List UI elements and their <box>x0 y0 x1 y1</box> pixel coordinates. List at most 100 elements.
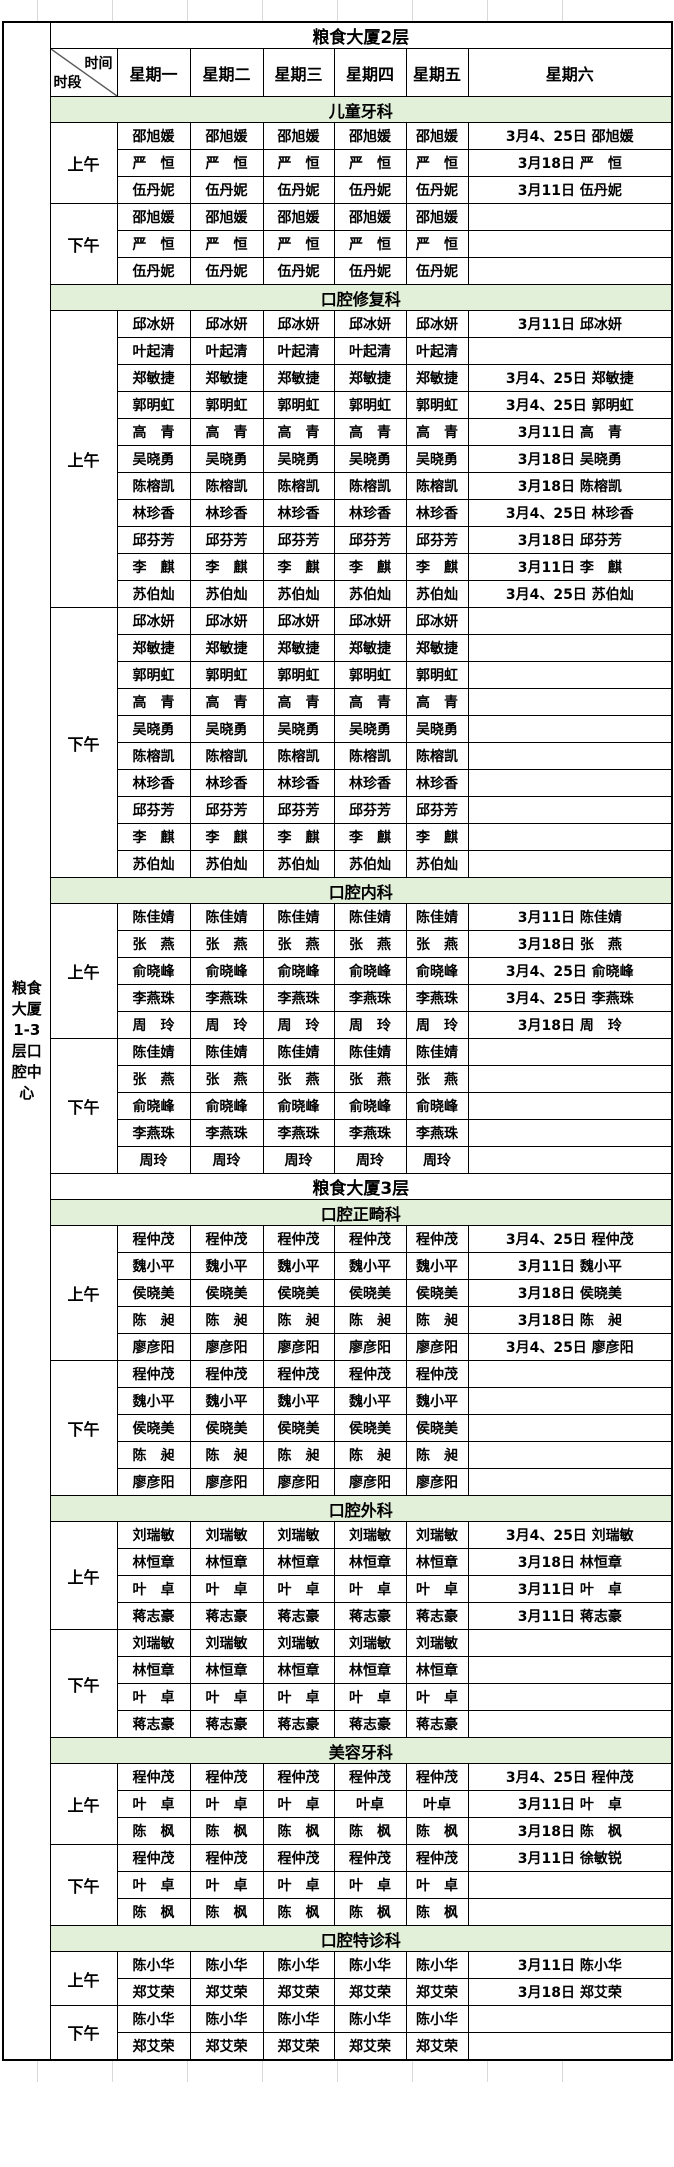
schedule-cell[interactable]: 蒋志豪 <box>405 1710 469 1738</box>
schedule-cell[interactable]: 严 恒 <box>116 230 191 258</box>
schedule-cell[interactable]: 陈小华 <box>262 2005 335 2033</box>
schedule-cell[interactable]: 郭明虹 <box>262 661 335 689</box>
schedule-cell[interactable]: 程仲茂 <box>333 1225 407 1253</box>
schedule-cell[interactable]: 邵旭媛 <box>116 122 191 150</box>
schedule-cell[interactable]: 刘瑞敏 <box>333 1521 407 1549</box>
day-header-cell[interactable]: 星期四 <box>333 48 407 97</box>
schedule-cell[interactable]: 叶 卓 <box>405 1575 469 1603</box>
schedule-cell[interactable]: 苏伯灿 <box>333 580 407 608</box>
schedule-cell[interactable]: 林恒章 <box>405 1548 469 1576</box>
schedule-cell[interactable]: 吴晓勇 <box>116 445 191 473</box>
schedule-cell[interactable]: 魏小平 <box>333 1252 407 1280</box>
schedule-cell[interactable]: 吴晓勇 <box>333 445 407 473</box>
schedule-cell-saturday[interactable]: 3月4、25日 程仲茂 <box>467 1763 673 1791</box>
schedule-cell[interactable]: 陈佳婧 <box>405 1038 469 1066</box>
schedule-cell-saturday[interactable] <box>467 1119 673 1147</box>
schedule-cell[interactable]: 邱芬芳 <box>262 796 335 824</box>
schedule-cell-saturday[interactable]: 3月11日 伍丹妮 <box>467 176 673 204</box>
schedule-cell[interactable]: 郭明虹 <box>116 661 191 689</box>
schedule-cell[interactable]: 林恒章 <box>333 1656 407 1684</box>
schedule-cell[interactable]: 陈榕凯 <box>405 742 469 770</box>
schedule-cell[interactable]: 蒋志豪 <box>189 1602 264 1630</box>
schedule-cell-saturday[interactable] <box>467 257 673 285</box>
schedule-cell[interactable]: 程仲茂 <box>189 1844 264 1872</box>
schedule-cell[interactable]: 伍丹妮 <box>262 257 335 285</box>
period-cell[interactable]: 下午 <box>49 607 118 878</box>
schedule-cell[interactable]: 蒋志豪 <box>262 1710 335 1738</box>
schedule-cell[interactable]: 苏伯灿 <box>405 580 469 608</box>
schedule-cell[interactable]: 高 青 <box>333 418 407 446</box>
schedule-cell[interactable]: 魏小平 <box>189 1252 264 1280</box>
schedule-cell[interactable]: 邱冰妍 <box>116 310 191 338</box>
period-cell[interactable]: 下午 <box>49 203 118 285</box>
schedule-cell[interactable]: 郑敏捷 <box>116 364 191 392</box>
schedule-cell-saturday[interactable] <box>467 1629 673 1657</box>
schedule-cell[interactable]: 陈佳婧 <box>333 1038 407 1066</box>
schedule-cell[interactable]: 周玲 <box>405 1146 469 1174</box>
schedule-cell[interactable]: 苏伯灿 <box>262 850 335 878</box>
schedule-cell[interactable]: 叶卓 <box>333 1790 407 1818</box>
schedule-cell-saturday[interactable]: 3月11日 邱冰妍 <box>467 310 673 338</box>
schedule-cell[interactable]: 俞晓峰 <box>116 957 191 985</box>
schedule-cell[interactable]: 李 麒 <box>405 823 469 851</box>
schedule-cell[interactable]: 魏小平 <box>262 1387 335 1415</box>
schedule-cell[interactable]: 郭明虹 <box>189 391 264 419</box>
schedule-cell[interactable]: 郑艾荣 <box>333 2032 407 2060</box>
schedule-cell[interactable]: 陈小华 <box>116 2005 191 2033</box>
schedule-cell[interactable]: 郑敏捷 <box>333 634 407 662</box>
schedule-cell[interactable]: 陈 昶 <box>262 1306 335 1334</box>
schedule-cell-saturday[interactable]: 3月4、25日 程仲茂 <box>467 1225 673 1253</box>
schedule-cell[interactable]: 李 麒 <box>189 553 264 581</box>
section-header-cell[interactable]: 口腔外科 <box>49 1495 673 1522</box>
schedule-cell[interactable]: 刘瑞敏 <box>262 1629 335 1657</box>
schedule-cell[interactable]: 陈榕凯 <box>333 742 407 770</box>
schedule-cell[interactable]: 吴晓勇 <box>262 715 335 743</box>
schedule-cell-saturday[interactable] <box>467 688 673 716</box>
schedule-cell[interactable]: 周 玲 <box>333 1011 407 1039</box>
schedule-cell[interactable]: 陈 枫 <box>116 1817 191 1845</box>
schedule-cell[interactable]: 廖彦阳 <box>405 1468 469 1496</box>
schedule-cell[interactable]: 郭明虹 <box>189 661 264 689</box>
schedule-cell[interactable]: 邱冰妍 <box>262 607 335 635</box>
schedule-cell[interactable]: 郭明虹 <box>262 391 335 419</box>
schedule-cell-saturday[interactable]: 3月4、25日 俞晓峰 <box>467 957 673 985</box>
section-header-cell[interactable]: 口腔修复科 <box>49 284 673 311</box>
schedule-cell[interactable]: 林恒章 <box>333 1548 407 1576</box>
schedule-cell[interactable]: 林珍香 <box>116 769 191 797</box>
schedule-cell[interactable]: 李燕珠 <box>333 1119 407 1147</box>
period-cell[interactable]: 上午 <box>49 1521 118 1630</box>
schedule-cell[interactable]: 李燕珠 <box>116 984 191 1012</box>
schedule-cell[interactable]: 程仲茂 <box>116 1360 191 1388</box>
schedule-cell[interactable]: 李燕珠 <box>116 1119 191 1147</box>
schedule-cell[interactable]: 郑艾荣 <box>116 2032 191 2060</box>
schedule-cell[interactable]: 周玲 <box>116 1146 191 1174</box>
schedule-cell-saturday[interactable]: 3月18日 严 恒 <box>467 149 673 177</box>
schedule-cell[interactable]: 叶 卓 <box>189 1871 264 1899</box>
schedule-cell[interactable]: 叶 卓 <box>405 1683 469 1711</box>
schedule-cell-saturday[interactable]: 3月11日 李 麒 <box>467 553 673 581</box>
section-header-cell[interactable]: 儿童牙科 <box>49 96 673 123</box>
schedule-cell[interactable]: 邵旭媛 <box>189 203 264 231</box>
schedule-cell[interactable]: 俞晓峰 <box>189 957 264 985</box>
period-cell[interactable]: 上午 <box>49 903 118 1039</box>
schedule-cell[interactable]: 魏小平 <box>405 1252 469 1280</box>
schedule-cell[interactable]: 叶 卓 <box>189 1575 264 1603</box>
schedule-cell-saturday[interactable] <box>467 337 673 365</box>
schedule-cell[interactable]: 廖彦阳 <box>189 1468 264 1496</box>
schedule-cell[interactable]: 侯晓美 <box>262 1279 335 1307</box>
schedule-cell[interactable]: 刘瑞敏 <box>262 1521 335 1549</box>
schedule-cell[interactable]: 廖彦阳 <box>333 1333 407 1361</box>
schedule-cell[interactable]: 廖彦阳 <box>116 1333 191 1361</box>
schedule-cell[interactable]: 林恒章 <box>116 1656 191 1684</box>
schedule-cell[interactable]: 郑敏捷 <box>189 364 264 392</box>
schedule-cell[interactable]: 叶 卓 <box>189 1790 264 1818</box>
schedule-cell[interactable]: 刘瑞敏 <box>116 1521 191 1549</box>
schedule-cell[interactable]: 陈榕凯 <box>116 742 191 770</box>
schedule-cell[interactable]: 俞晓峰 <box>116 1092 191 1120</box>
schedule-cell[interactable]: 邱冰妍 <box>189 607 264 635</box>
schedule-cell[interactable]: 叶卓 <box>405 1790 469 1818</box>
schedule-cell[interactable]: 蒋志豪 <box>116 1602 191 1630</box>
schedule-cell[interactable]: 陈小华 <box>405 1951 469 1979</box>
schedule-cell[interactable]: 侯晓美 <box>405 1414 469 1442</box>
schedule-cell[interactable]: 陈小华 <box>333 1951 407 1979</box>
